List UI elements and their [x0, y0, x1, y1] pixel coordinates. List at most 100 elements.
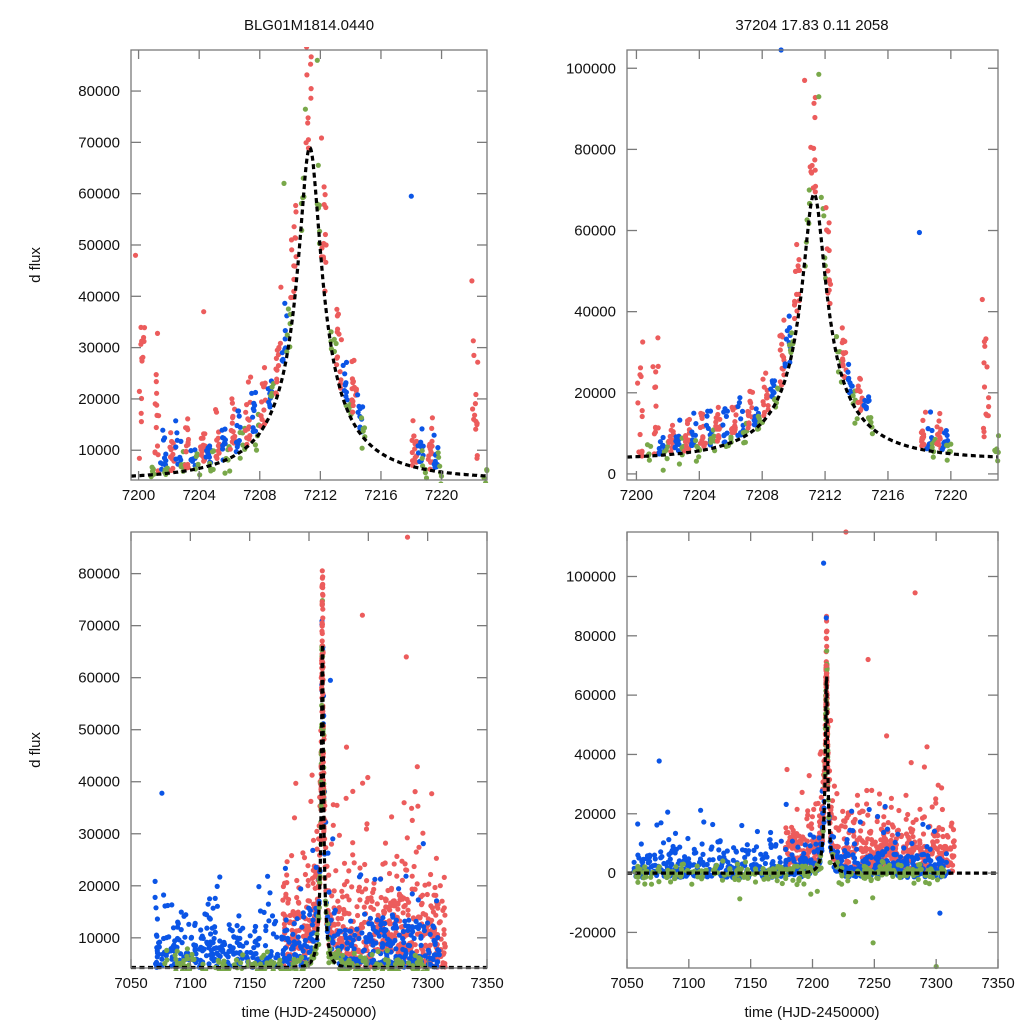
- point-blue: [213, 945, 219, 951]
- point-blue: [192, 447, 198, 453]
- point-blue: [927, 409, 934, 415]
- y-tick-label: 60000: [78, 186, 120, 203]
- point-red: [349, 397, 355, 403]
- point-green: [264, 949, 270, 955]
- y-tick-label: 10000: [78, 930, 120, 947]
- point-blue: [160, 427, 166, 433]
- point-blue: [234, 923, 240, 929]
- point-blue: [684, 861, 691, 867]
- point-red: [310, 880, 316, 886]
- point-green: [656, 879, 662, 885]
- point-red: [823, 205, 829, 211]
- point-blue: [890, 845, 896, 851]
- point-red: [365, 895, 371, 901]
- x-tick-label: 7350: [981, 975, 1014, 992]
- point-red: [294, 894, 300, 901]
- point-red: [920, 831, 927, 837]
- point-red: [981, 360, 987, 366]
- point-blue: [742, 854, 748, 861]
- point-red: [939, 806, 946, 813]
- point-red: [340, 894, 346, 900]
- point-blue: [300, 910, 306, 916]
- point-blue: [910, 856, 917, 862]
- point-blue: [676, 858, 683, 864]
- point-red: [406, 899, 412, 905]
- point-red: [308, 61, 314, 67]
- point-blue: [802, 855, 808, 862]
- point-red: [215, 448, 221, 454]
- point-red: [227, 446, 233, 452]
- point-blue: [234, 935, 240, 941]
- point-green: [671, 875, 678, 882]
- point-green: [911, 880, 917, 886]
- point-red: [201, 458, 207, 464]
- point-red: [787, 843, 794, 849]
- point-blue: [737, 395, 743, 401]
- point-blue: [253, 924, 259, 930]
- point-blue: [652, 856, 658, 862]
- point-green: [419, 455, 425, 461]
- point-blue: [223, 951, 229, 957]
- point-red: [841, 818, 847, 824]
- point-red: [310, 837, 317, 843]
- y-tick-label: 40000: [574, 746, 616, 763]
- point-green: [315, 162, 321, 168]
- point-blue: [236, 413, 242, 419]
- point-green: [680, 861, 687, 867]
- point-red: [809, 162, 815, 169]
- point-red: [799, 789, 805, 796]
- point-blue: [758, 851, 764, 857]
- point-red: [811, 145, 817, 151]
- point-blue: [168, 948, 174, 954]
- point-green: [790, 877, 796, 883]
- point-blue: [931, 828, 938, 834]
- y-tick-label: 60000: [574, 687, 616, 704]
- point-blue: [435, 935, 441, 941]
- point-red: [168, 447, 174, 453]
- point-red: [746, 420, 752, 426]
- point-green: [643, 874, 649, 880]
- point-red: [326, 872, 332, 878]
- point-blue: [222, 941, 228, 948]
- point-red: [698, 410, 704, 416]
- point-red: [154, 443, 161, 449]
- point-green: [694, 863, 700, 869]
- point-red: [420, 892, 426, 898]
- point-red: [351, 860, 357, 866]
- point-green: [174, 960, 180, 966]
- point-red: [763, 370, 769, 376]
- point-blue: [393, 917, 399, 923]
- point-blue: [154, 954, 160, 960]
- point-green: [883, 864, 890, 870]
- point-blue: [418, 439, 424, 445]
- point-blue: [921, 851, 927, 858]
- x-tick-label: 7212: [304, 487, 337, 504]
- point-blue: [882, 803, 888, 810]
- point-red: [794, 806, 800, 812]
- point-blue: [845, 369, 851, 375]
- point-blue: [658, 855, 664, 861]
- point-green: [240, 952, 246, 958]
- point-red: [201, 309, 207, 315]
- point-blue: [198, 927, 204, 933]
- point-red: [439, 898, 445, 904]
- data-points: [152, 534, 448, 971]
- point-red: [152, 401, 158, 407]
- point-blue: [434, 960, 440, 966]
- point-blue: [925, 426, 931, 432]
- point-blue: [411, 935, 417, 942]
- point-blue: [301, 914, 307, 920]
- point-red: [437, 883, 443, 889]
- point-red: [864, 801, 870, 807]
- point-red: [296, 900, 302, 906]
- point-red: [840, 356, 846, 362]
- point-red: [284, 872, 290, 878]
- point-green: [384, 948, 390, 954]
- point-blue: [367, 931, 373, 938]
- point-red: [930, 839, 936, 845]
- point-blue: [211, 935, 217, 942]
- point-green: [901, 870, 908, 876]
- point-blue: [283, 917, 289, 923]
- point-red: [790, 827, 796, 834]
- point-red: [424, 891, 430, 898]
